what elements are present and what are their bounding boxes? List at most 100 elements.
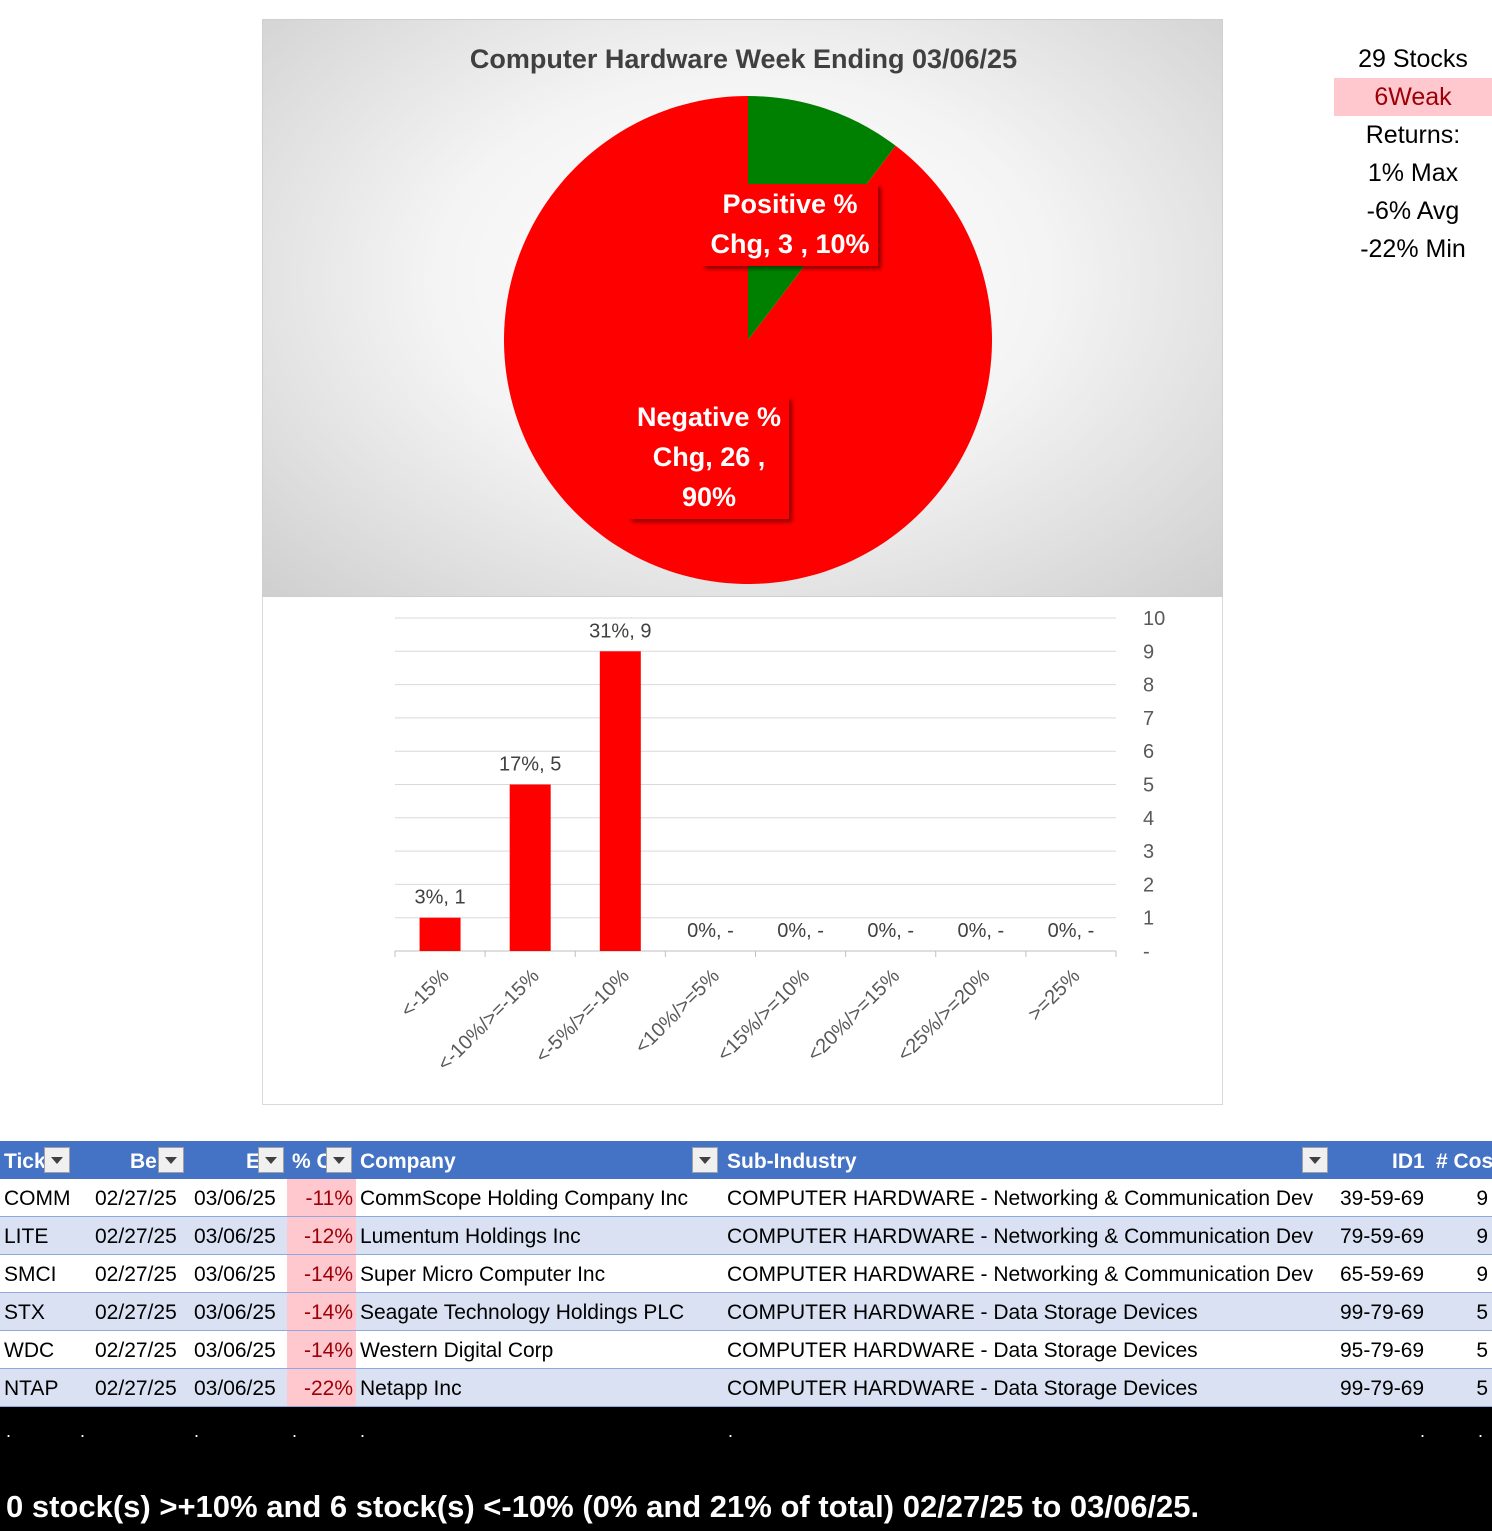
cell-end-date: 03/06/25 <box>194 1225 276 1248</box>
filter-ticker-dropdown-icon[interactable] <box>44 1147 70 1173</box>
cell-end-date: 03/06/25 <box>194 1339 276 1362</box>
cell-company: Super Micro Computer Inc <box>360 1263 606 1286</box>
cell-begin-date: 02/27/25 <box>95 1339 177 1362</box>
cell-ticker: COMM <box>4 1187 71 1210</box>
pie-chart-title: Computer Hardware Week Ending 03/06/25 <box>469 44 1018 74</box>
summary-avg-return: -6% Avg <box>1366 197 1460 225</box>
header-begin[interactable]: Be <box>130 1141 158 1179</box>
bar-data-label: 31%, 9 <box>589 620 651 642</box>
cell-num-cos: 5 <box>1476 1301 1488 1324</box>
cell-ticker: SMCI <box>4 1263 57 1286</box>
y-tick-label: 4 <box>1143 808 1154 830</box>
footer-dot: . <box>194 1421 200 1441</box>
pie-label-negative: Negative % Chg, 26 , 90% <box>629 397 789 519</box>
table-row[interactable]: LITE 02/27/25 03/06/25 -12% Lumentum Holding… <box>0 1217 1492 1255</box>
cell-ticker: WDC <box>4 1339 55 1362</box>
cell-begin-date: 02/27/25 <box>95 1187 177 1210</box>
header-end[interactable]: E <box>246 1141 258 1179</box>
summary-stock-count: 29 Stocks <box>1358 45 1468 73</box>
bar-data-label: 3%, 1 <box>414 887 465 909</box>
bar-data-label: 0%, - <box>867 920 914 942</box>
cell-ticker: NTAP <box>4 1377 59 1400</box>
cell-sub-industry: COMPUTER HARDWARE - Data Storage Devices <box>727 1339 1198 1362</box>
x-category-label: <-15% <box>397 965 454 1022</box>
bar-data-label: 17%, 5 <box>499 754 561 776</box>
cell-num-cos: 5 <box>1476 1377 1488 1400</box>
cell-id1: 65-59-69 <box>1340 1263 1425 1286</box>
y-tick-label: 6 <box>1143 741 1154 763</box>
footer-dot: . <box>1478 1421 1484 1441</box>
bar-data-label: 0%, - <box>1048 920 1095 942</box>
cell-ticker: LITE <box>4 1225 49 1248</box>
filter-company-dropdown-icon[interactable] <box>692 1147 718 1173</box>
y-tick-label: 1 <box>1143 908 1154 930</box>
cell-id1: 95-79-69 <box>1340 1339 1425 1362</box>
cell-company: Seagate Technology Holdings PLC <box>360 1301 685 1324</box>
footer-summary-text: 0 stock(s) >+10% and 6 stock(s) <-10% (0… <box>6 1489 1200 1524</box>
cell-ticker: STX <box>4 1301 45 1324</box>
bar <box>599 651 641 951</box>
header-company[interactable]: Company <box>360 1141 560 1179</box>
pie-label-positive: Positive % Chg, 3 , 10% <box>702 184 878 266</box>
footer-dot: . <box>6 1421 12 1441</box>
y-tick-label: 9 <box>1143 641 1154 663</box>
x-category-label: <-5%/>=-10% <box>531 965 634 1068</box>
cell-pct-change: -14% <box>287 1255 356 1292</box>
cell-end-date: 03/06/25 <box>194 1263 276 1286</box>
cell-pct-change: -11% <box>287 1179 356 1216</box>
y-tick-label: 10 <box>1143 608 1165 630</box>
cell-pct-change: -12% <box>287 1217 356 1254</box>
cell-begin-date: 02/27/25 <box>95 1301 177 1324</box>
y-tick-label: 5 <box>1143 775 1154 797</box>
cell-id1: 79-59-69 <box>1340 1225 1425 1248</box>
x-category-label: >=25% <box>1024 965 1085 1026</box>
cell-begin-date: 02/27/25 <box>95 1377 177 1400</box>
cell-sub-industry: COMPUTER HARDWARE - Data Storage Devices <box>727 1377 1198 1400</box>
cell-company: Netapp Inc <box>360 1377 462 1400</box>
cell-sub-industry: COMPUTER HARDWARE - Networking & Communi… <box>727 1225 1314 1248</box>
cell-num-cos: 9 <box>1476 1187 1488 1210</box>
cell-pct-change: -22% <box>287 1369 356 1406</box>
pie-label-positive-line-1: Positive % <box>722 189 858 219</box>
cell-num-cos: 9 <box>1476 1263 1488 1286</box>
table-row[interactable]: COMM 02/27/25 03/06/25 -11% CommScope Holdin… <box>0 1179 1492 1217</box>
filter-pct-change-dropdown-icon[interactable] <box>326 1147 352 1173</box>
table-row[interactable]: NTAP 02/27/25 03/06/25 -22% Netapp Inc COMPUT… <box>0 1369 1492 1407</box>
pie-label-negative-line-1: Negative % <box>636 402 782 432</box>
x-category-label: <25%/>=20% <box>893 965 994 1066</box>
bar-data-label: 0%, - <box>957 920 1004 942</box>
table-row[interactable]: WDC 02/27/25 03/06/25 -14% Western Digital C… <box>0 1331 1492 1369</box>
header-pct-change[interactable]: % C <box>292 1141 326 1179</box>
bar-data-label: 0%, - <box>777 920 824 942</box>
filter-begin-dropdown-icon[interactable] <box>158 1147 184 1173</box>
cell-begin-date: 02/27/25 <box>95 1263 177 1286</box>
y-tick-label: - <box>1143 941 1150 963</box>
header-id1[interactable]: ID1 <box>1392 1141 1432 1179</box>
x-category-label: <20%/>=15% <box>803 965 904 1066</box>
header-sub-industry[interactable]: Sub-Industry <box>727 1141 927 1179</box>
summary-min-return: -22% Min <box>1360 235 1466 263</box>
table-row[interactable]: SMCI 02/27/25 03/06/25 -14% Super Micro Comp… <box>0 1255 1492 1293</box>
cell-num-cos: 5 <box>1476 1339 1488 1362</box>
y-tick-label: 8 <box>1143 675 1154 697</box>
header-num-cos[interactable]: # Cos <box>1436 1141 1492 1179</box>
summary-returns-label: Returns: <box>1365 121 1461 149</box>
cell-pct-change: -14% <box>287 1331 356 1368</box>
table-row[interactable]: STX 02/27/25 03/06/25 -14% Seagate Technolog… <box>0 1293 1492 1331</box>
filter-sub-industry-dropdown-icon[interactable] <box>1302 1147 1328 1173</box>
footer-dot: . <box>292 1421 298 1441</box>
footer-dot: . <box>80 1421 86 1441</box>
header-ticker[interactable]: Tick <box>4 1141 44 1179</box>
bar <box>419 917 461 951</box>
pie-label-positive-line-2: Chg, 3 , 10% <box>710 229 870 259</box>
y-tick-label: 3 <box>1143 841 1154 863</box>
footer-summary-bar: . . . . . . . . 0 stock(s) >+10% and 6 s… <box>0 1407 1492 1531</box>
y-tick-label: 7 <box>1143 708 1154 730</box>
x-category-label: <15%/>=10% <box>713 965 814 1066</box>
cell-end-date: 03/06/25 <box>194 1187 276 1210</box>
y-tick-label: 2 <box>1143 874 1154 896</box>
cell-company: Western Digital Corp <box>360 1339 554 1362</box>
cell-sub-industry: COMPUTER HARDWARE - Networking & Communi… <box>727 1187 1314 1210</box>
cell-end-date: 03/06/25 <box>194 1377 276 1400</box>
filter-end-dropdown-icon[interactable] <box>258 1147 284 1173</box>
